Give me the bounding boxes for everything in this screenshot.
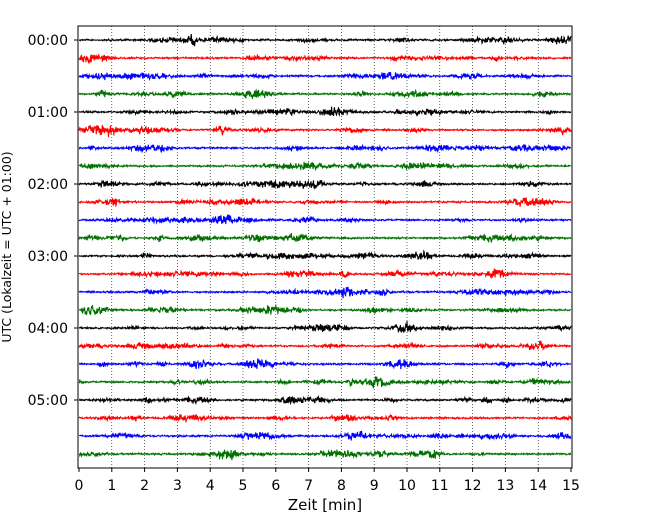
seismogram-trace xyxy=(78,249,572,261)
seismogram-trace xyxy=(78,375,572,389)
seismogram-trace xyxy=(78,286,572,299)
x-tick-label: 7 xyxy=(304,478,313,494)
x-axis-ticks: 0 1 2 3 4 5 6 7 8 9 10 11 12 13 14 15 xyxy=(75,468,580,494)
x-tick-label: 10 xyxy=(398,478,416,494)
x-tick-label: 13 xyxy=(496,478,514,494)
y-tick-label: 01:00 xyxy=(28,105,68,121)
y-tick-label: 03:00 xyxy=(28,249,68,265)
x-tick-label: 8 xyxy=(337,478,346,494)
x-tick-label: 2 xyxy=(140,478,149,494)
seismogram-trace xyxy=(78,161,572,172)
seismogram-trace xyxy=(78,358,572,370)
x-tick-label: 15 xyxy=(562,478,580,494)
seismogram-traces xyxy=(78,33,572,461)
y-tick-label: 00:00 xyxy=(28,33,68,49)
x-tick-label: 1 xyxy=(107,478,116,494)
y-tick-label: 02:00 xyxy=(28,177,68,193)
x-tick-label: 3 xyxy=(173,478,182,494)
seismogram-trace xyxy=(78,179,572,190)
seismogram-trace xyxy=(78,321,572,334)
y-axis-label: UTC (Lokalzeit = UTC + 01:00) xyxy=(0,151,14,342)
seismogram-trace xyxy=(78,395,572,406)
y-tick-label: 04:00 xyxy=(28,321,68,337)
x-tick-label: 5 xyxy=(239,478,248,494)
seismogram-trace xyxy=(78,143,572,154)
seismogram-trace xyxy=(78,449,572,461)
seismogram-trace xyxy=(78,71,572,82)
plot-frame xyxy=(77,25,573,469)
x-tick-label: 14 xyxy=(529,478,547,494)
x-tick-label: 4 xyxy=(206,478,215,494)
seismogram-trace xyxy=(78,88,572,99)
seismogram-trace xyxy=(78,232,572,244)
seismogram-trace xyxy=(78,197,572,208)
x-tick-label: 11 xyxy=(431,478,449,494)
seismogram-trace xyxy=(78,106,572,118)
seismogram-trace xyxy=(78,214,572,225)
seismogram-trace xyxy=(78,53,572,65)
x-tick-label: 6 xyxy=(271,478,280,494)
seismogram-trace xyxy=(78,340,572,352)
x-tick-label: 0 xyxy=(75,478,84,494)
seismogram-trace xyxy=(78,124,572,138)
seismogram-trace xyxy=(78,268,572,280)
y-axis-ticks: 00:00 01:00 02:00 03:00 04:00 05:00 xyxy=(28,33,78,409)
x-axis-label: Zeit [min] xyxy=(288,496,362,514)
seismogram-trace xyxy=(78,33,572,47)
x-tick-label: 9 xyxy=(370,478,379,494)
seismogram-trace xyxy=(78,413,572,423)
seismogram-trace xyxy=(78,430,572,441)
y-tick-label: 05:00 xyxy=(28,393,68,409)
x-tick-label: 12 xyxy=(464,478,482,494)
seismogram-trace xyxy=(78,304,572,316)
